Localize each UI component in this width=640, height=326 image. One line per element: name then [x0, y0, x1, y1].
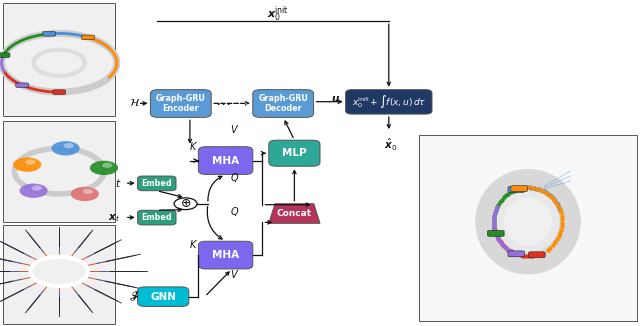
FancyBboxPatch shape [346, 90, 432, 114]
Text: $\boldsymbol{u}$: $\boldsymbol{u}$ [331, 95, 340, 104]
FancyBboxPatch shape [138, 287, 189, 306]
Text: $\mathcal{H}$: $\mathcal{H}$ [129, 97, 140, 108]
Polygon shape [269, 204, 320, 223]
FancyBboxPatch shape [269, 140, 320, 166]
Text: $\cdots$: $\cdots$ [215, 95, 230, 110]
Text: $Q$: $Q$ [230, 171, 239, 184]
FancyBboxPatch shape [3, 121, 115, 222]
Text: $\boldsymbol{x}_0^{\mathrm{init}}$: $\boldsymbol{x}_0^{\mathrm{init}}$ [268, 5, 289, 24]
Text: $Q$: $Q$ [230, 205, 239, 218]
FancyBboxPatch shape [508, 251, 525, 257]
FancyBboxPatch shape [511, 186, 527, 192]
FancyBboxPatch shape [82, 35, 95, 40]
FancyBboxPatch shape [198, 241, 253, 269]
Text: Graph-GRU
Decoder: Graph-GRU Decoder [259, 94, 308, 113]
Polygon shape [504, 198, 552, 245]
FancyBboxPatch shape [529, 252, 545, 258]
Circle shape [71, 187, 99, 201]
Circle shape [64, 143, 74, 148]
FancyBboxPatch shape [198, 147, 253, 174]
Circle shape [25, 159, 35, 165]
Circle shape [31, 185, 42, 191]
Circle shape [174, 198, 197, 210]
FancyBboxPatch shape [253, 90, 314, 117]
Text: $\boldsymbol{x}_t$: $\boldsymbol{x}_t$ [108, 213, 120, 224]
Text: MHA: MHA [212, 156, 239, 166]
Text: $V$: $V$ [230, 269, 239, 280]
FancyBboxPatch shape [508, 186, 525, 192]
Circle shape [13, 157, 41, 172]
Text: $t$: $t$ [115, 177, 122, 188]
Circle shape [20, 184, 47, 198]
FancyBboxPatch shape [3, 225, 115, 324]
Circle shape [83, 189, 93, 194]
FancyBboxPatch shape [488, 230, 504, 236]
Text: $x_0^{\mathrm{init}} + \int f(x,u)\,d\tau$: $x_0^{\mathrm{init}} + \int f(x,u)\,d\ta… [351, 94, 426, 110]
Text: Embed: Embed [141, 179, 172, 188]
Text: MHA: MHA [212, 250, 239, 260]
FancyBboxPatch shape [3, 3, 115, 116]
FancyBboxPatch shape [138, 176, 176, 191]
Text: $K$: $K$ [189, 238, 198, 250]
FancyBboxPatch shape [138, 210, 176, 225]
Text: $V$: $V$ [230, 123, 239, 135]
Text: $\hat{\boldsymbol{x}}_0$: $\hat{\boldsymbol{x}}_0$ [384, 137, 397, 153]
FancyBboxPatch shape [16, 83, 29, 87]
Text: GNN: GNN [150, 292, 176, 302]
Circle shape [51, 141, 80, 156]
FancyBboxPatch shape [150, 90, 211, 117]
FancyBboxPatch shape [43, 32, 56, 36]
FancyBboxPatch shape [419, 135, 637, 321]
Circle shape [90, 161, 118, 175]
Text: Embed: Embed [141, 213, 172, 222]
Text: Graph-GRU
Encoder: Graph-GRU Encoder [156, 94, 205, 113]
FancyBboxPatch shape [52, 90, 65, 95]
Text: $\mathcal{J}$: $\mathcal{J}$ [129, 290, 140, 303]
Circle shape [102, 163, 113, 168]
Text: Concat: Concat [277, 209, 312, 218]
FancyBboxPatch shape [0, 53, 10, 57]
Text: $\oplus$: $\oplus$ [180, 197, 191, 210]
Text: $K$: $K$ [189, 140, 198, 152]
Text: MLP: MLP [282, 148, 307, 158]
